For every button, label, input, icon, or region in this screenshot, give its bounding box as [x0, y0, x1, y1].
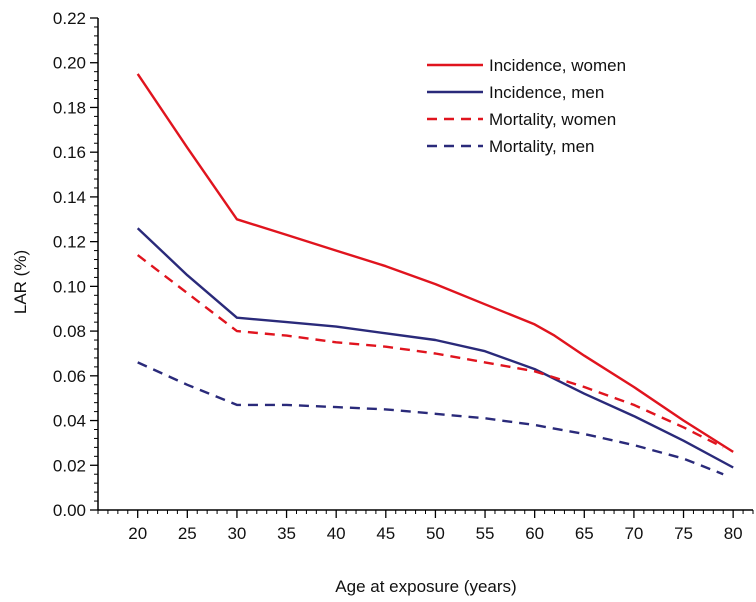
x-tick-label: 30: [227, 524, 246, 543]
x-tick-label: 70: [624, 524, 643, 543]
legend-label-0: Incidence, women: [489, 56, 626, 75]
y-tick-label: 0.20: [53, 54, 86, 73]
x-tick-label: 75: [674, 524, 693, 543]
x-tick-label: 45: [376, 524, 395, 543]
x-tick-label: 65: [575, 524, 594, 543]
y-tick-label: 0.04: [53, 412, 86, 431]
x-tick-label: 25: [178, 524, 197, 543]
series-line-2: [136, 254, 724, 449]
y-tick-label: 0.12: [53, 233, 86, 252]
y-tick-label: 0.10: [53, 277, 86, 296]
x-tick-label: 40: [327, 524, 346, 543]
legend: Incidence, women Incidence, men Mortality,…: [427, 56, 626, 156]
x-tick-label: 35: [277, 524, 296, 543]
legend-label-3: Mortality, men: [489, 137, 595, 156]
x-axis-label: Age at exposure (years): [335, 577, 516, 596]
series-line-1: [136, 227, 734, 469]
y-tick-label: 0.22: [53, 9, 86, 28]
x-tick-label: 60: [525, 524, 544, 543]
axes: 0.00 0.02 0.04 0.06 0.08 0.10 0.12 0.14 0.16 0.18…: [53, 9, 754, 543]
legend-label-2: Mortality, women: [489, 110, 616, 129]
x-tick-label: 20: [128, 524, 147, 543]
y-tick-label: 0.02: [53, 456, 86, 475]
series-lines: [136, 73, 734, 476]
y-tick-label: 0.06: [53, 367, 86, 386]
series-line-0: [136, 73, 734, 453]
y-tick-label: 0.18: [53, 98, 86, 117]
y-tick-label: 0.14: [53, 188, 86, 207]
x-tick-label: 55: [476, 524, 495, 543]
y-tick-label: 0.16: [53, 143, 86, 162]
series-line-3: [137, 361, 724, 476]
x-tick-label: 80: [724, 524, 743, 543]
x-tick-label: 50: [426, 524, 445, 543]
legend-label-1: Incidence, men: [489, 83, 604, 102]
y-tick-label: 0.00: [53, 501, 86, 520]
y-tick-label: 0.08: [53, 322, 86, 341]
y-axis-label: LAR (%): [11, 250, 30, 314]
